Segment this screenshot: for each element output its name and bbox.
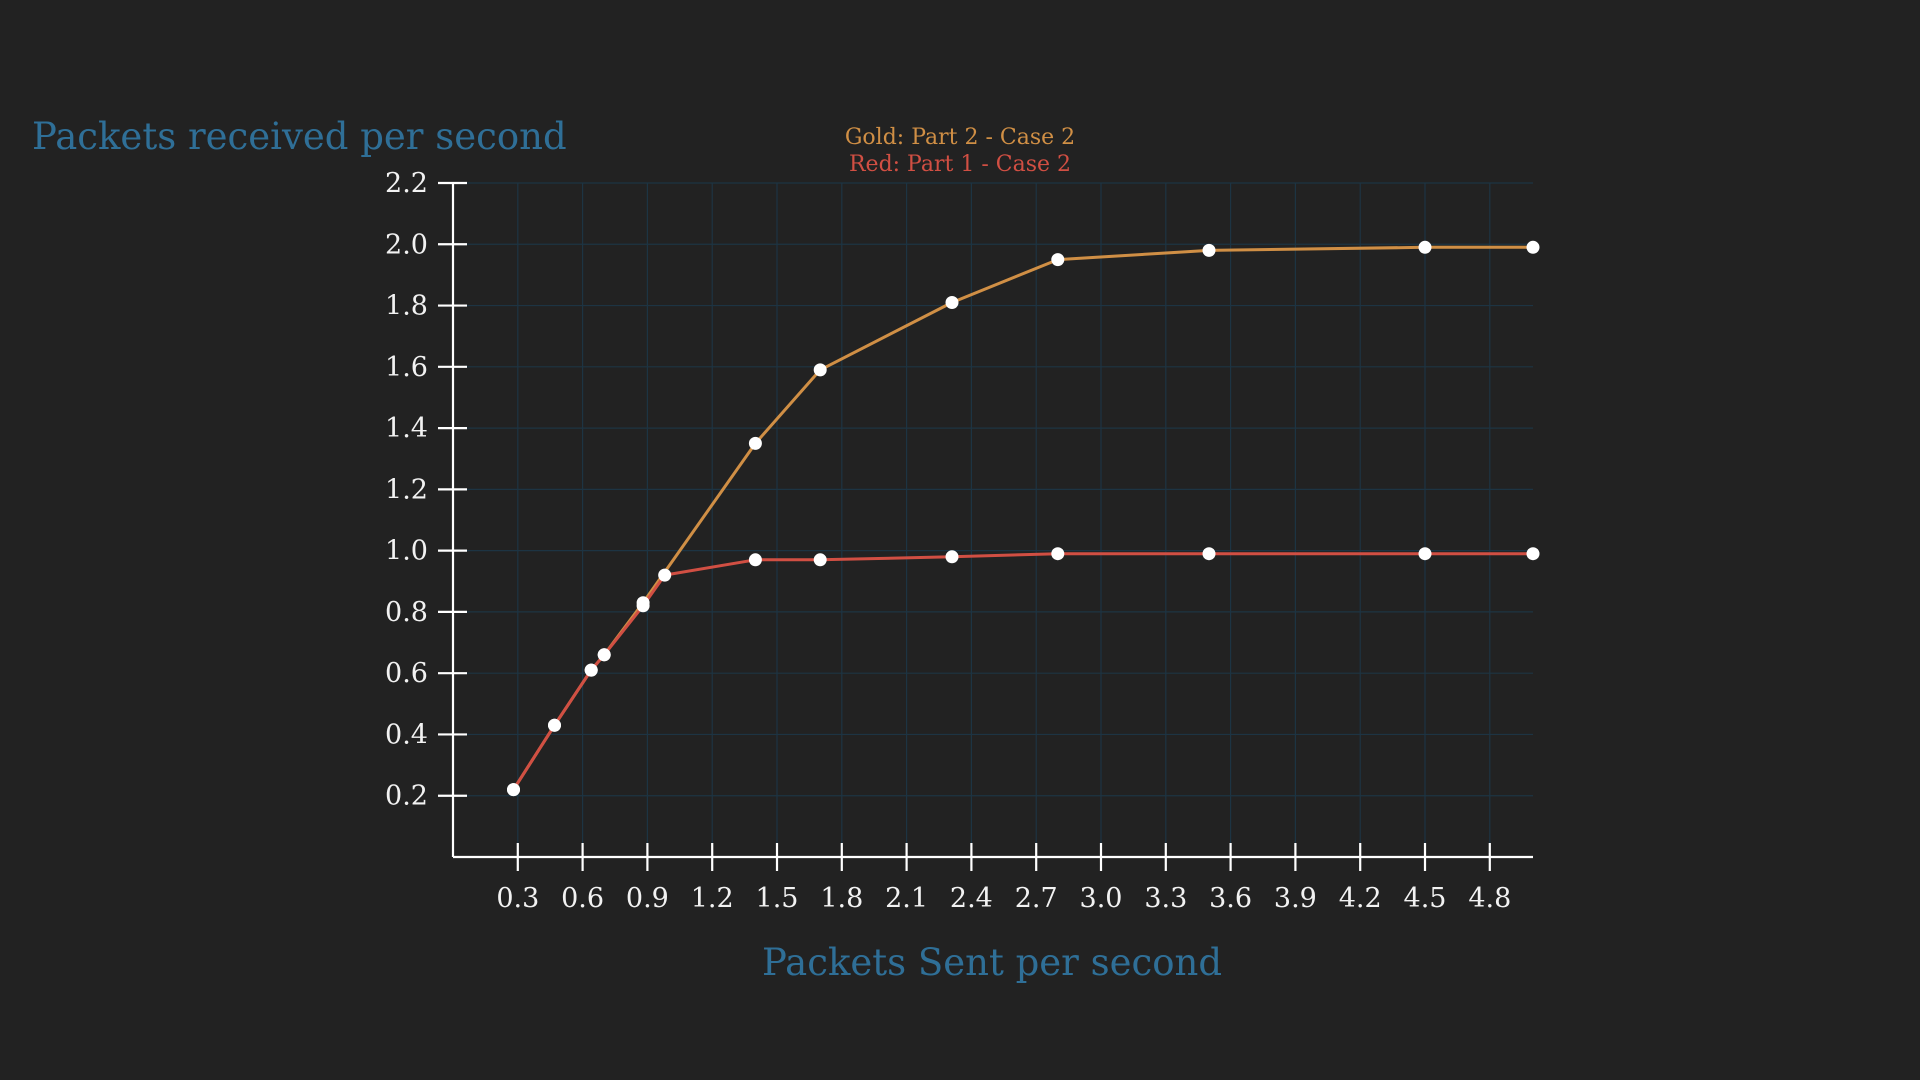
y-tick-label: 2.2 <box>385 168 428 199</box>
red-data-point <box>1418 547 1432 561</box>
x-tick-label: 3.0 <box>1080 883 1123 914</box>
y-tick-label: 1.6 <box>385 352 428 383</box>
y-tick-label: 1.2 <box>385 474 428 505</box>
red-data-point <box>1051 547 1065 561</box>
y-tick-label: 0.8 <box>385 597 428 628</box>
gold-data-point <box>1526 240 1540 254</box>
red-data-point <box>945 550 959 564</box>
x-tick-label: 4.8 <box>1468 883 1511 914</box>
x-tick-label: 2.1 <box>885 883 928 914</box>
x-axis-title: Packets Sent per second <box>762 941 1222 984</box>
gold-data-point <box>813 363 827 377</box>
y-tick-label: 2.0 <box>385 229 428 260</box>
red-data-point <box>636 599 650 613</box>
red-data-point <box>548 718 561 732</box>
x-tick-label: 4.2 <box>1339 883 1382 914</box>
x-tick-label: 1.8 <box>820 883 863 914</box>
red-data-point <box>748 553 762 567</box>
x-tick-label: 0.6 <box>561 883 604 914</box>
red-data-point <box>507 783 520 797</box>
y-tick-label: 0.6 <box>385 658 428 689</box>
data-points <box>507 240 1540 797</box>
y-tick-label: 0.4 <box>385 719 428 750</box>
axes <box>438 181 1533 871</box>
gold-data-point <box>1418 240 1432 254</box>
x-tick-label: 1.5 <box>756 883 799 914</box>
gold-data-point <box>1051 253 1065 267</box>
red-data-point <box>658 568 672 582</box>
gold-series-line <box>512 245 1535 792</box>
gold-data-point <box>1202 243 1216 257</box>
y-tick-label: 0.2 <box>385 781 428 812</box>
legend-red-label: Red: Part 1 - Case 2 <box>849 152 1071 177</box>
tick-labels: 0.3 0.6 0.9 1.2 1.5 1.8 2.1 2.4 2.7 3.0 3.3 3.6 3.9 4… <box>385 168 1511 914</box>
series-lines <box>512 245 1535 792</box>
legend-gold-label: Gold: Part 2 - Case 2 <box>845 125 1075 150</box>
y-tick-label: 1.4 <box>385 413 428 444</box>
y-axis-title: Packets received per second <box>32 115 567 158</box>
x-tick-label: 1.2 <box>691 883 734 914</box>
red-data-point <box>597 648 611 662</box>
x-tick-label: 3.6 <box>1209 883 1252 914</box>
red-data-point <box>813 553 827 567</box>
x-tick-label: 3.9 <box>1274 883 1317 914</box>
gold-data-point <box>945 296 959 309</box>
x-tick-label: 2.7 <box>1015 883 1058 914</box>
red-data-point <box>1526 547 1540 561</box>
gold-data-point <box>748 436 762 450</box>
x-tick-label: 0.9 <box>626 883 669 914</box>
red-series-line <box>512 552 1535 792</box>
y-tick-label: 1.8 <box>385 291 428 322</box>
red-data-point <box>1202 547 1216 561</box>
x-tick-label: 4.5 <box>1404 883 1447 914</box>
x-tick-label: 0.3 <box>496 883 539 914</box>
x-tick-label: 2.4 <box>950 883 993 914</box>
grid <box>453 182 1533 857</box>
red-data-point <box>584 663 598 677</box>
x-tick-label: 3.3 <box>1144 883 1187 914</box>
y-tick-label: 1.0 <box>385 536 428 567</box>
